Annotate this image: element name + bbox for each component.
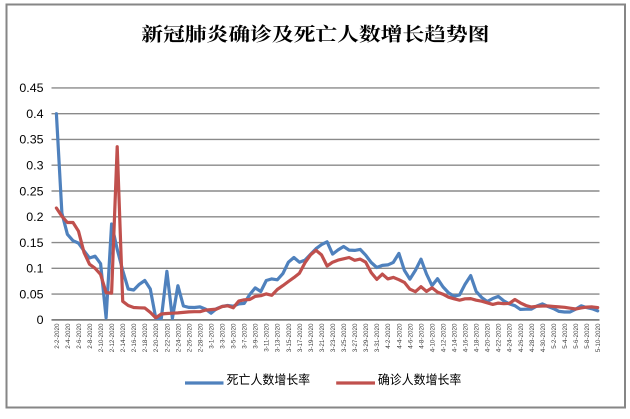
svg-text:2-20-2020: 2-20-2020 — [153, 323, 160, 352]
svg-text:3-1-2020: 3-1-2020 — [209, 323, 216, 349]
svg-text:5-6-2020: 5-6-2020 — [573, 323, 580, 349]
svg-text:4-6-2020: 4-6-2020 — [407, 323, 414, 349]
svg-text:4-16-2020: 4-16-2020 — [463, 323, 470, 352]
svg-text:3-11-2020: 3-11-2020 — [264, 323, 271, 352]
svg-text:2-24-2020: 2-24-2020 — [175, 323, 182, 352]
svg-text:5-8-2020: 5-8-2020 — [584, 323, 591, 349]
svg-text:3-3-2020: 3-3-2020 — [220, 323, 227, 349]
svg-text:2-28-2020: 2-28-2020 — [197, 323, 204, 352]
svg-text:3-31-2020: 3-31-2020 — [374, 323, 381, 352]
svg-text:0.05: 0.05 — [19, 287, 43, 301]
svg-text:4-4-2020: 4-4-2020 — [396, 323, 403, 349]
svg-text:4-28-2020: 4-28-2020 — [529, 323, 536, 352]
svg-text:0.45: 0.45 — [19, 81, 43, 95]
svg-text:2-14-2020: 2-14-2020 — [120, 323, 127, 352]
svg-text:4-12-2020: 4-12-2020 — [440, 323, 447, 352]
svg-text:4-26-2020: 4-26-2020 — [518, 323, 525, 352]
svg-text:4-22-2020: 4-22-2020 — [496, 323, 503, 352]
svg-text:3-21-2020: 3-21-2020 — [319, 323, 326, 352]
svg-text:2-12-2020: 2-12-2020 — [109, 323, 116, 352]
svg-text:0: 0 — [37, 313, 44, 327]
svg-text:4-8-2020: 4-8-2020 — [418, 323, 425, 349]
svg-text:2-22-2020: 2-22-2020 — [164, 323, 171, 352]
svg-text:3-13-2020: 3-13-2020 — [275, 323, 282, 352]
svg-text:2-8-2020: 2-8-2020 — [87, 323, 94, 349]
svg-text:5-4-2020: 5-4-2020 — [562, 323, 569, 349]
svg-text:3-25-2020: 3-25-2020 — [341, 323, 348, 352]
svg-text:3-23-2020: 3-23-2020 — [330, 323, 337, 352]
svg-text:3-5-2020: 3-5-2020 — [231, 323, 238, 349]
svg-text:5-2-2020: 5-2-2020 — [551, 323, 558, 349]
svg-text:2-18-2020: 2-18-2020 — [142, 323, 149, 352]
svg-text:2-2-2020: 2-2-2020 — [54, 323, 61, 349]
svg-text:3-17-2020: 3-17-2020 — [297, 323, 304, 352]
svg-text:2-4-2020: 2-4-2020 — [65, 323, 72, 349]
svg-text:2-26-2020: 2-26-2020 — [186, 323, 193, 352]
svg-text:3-9-2020: 3-9-2020 — [253, 323, 260, 349]
svg-text:4-10-2020: 4-10-2020 — [429, 323, 436, 352]
svg-text:3-27-2020: 3-27-2020 — [352, 323, 359, 352]
svg-text:0.35: 0.35 — [19, 133, 43, 147]
svg-text:0.2: 0.2 — [26, 210, 43, 224]
svg-text:3-19-2020: 3-19-2020 — [308, 323, 315, 352]
svg-text:3-29-2020: 3-29-2020 — [363, 323, 370, 352]
svg-text:4-14-2020: 4-14-2020 — [452, 323, 459, 352]
svg-text:5-10-2020: 5-10-2020 — [595, 323, 602, 352]
svg-text:0.3: 0.3 — [26, 159, 43, 173]
svg-text:0.15: 0.15 — [19, 236, 43, 250]
svg-text:4-18-2020: 4-18-2020 — [474, 323, 481, 352]
svg-text:0.1: 0.1 — [26, 262, 43, 276]
svg-text:4-24-2020: 4-24-2020 — [507, 323, 514, 352]
svg-text:2-6-2020: 2-6-2020 — [76, 323, 83, 349]
svg-text:2-16-2020: 2-16-2020 — [131, 323, 138, 352]
svg-text:0.25: 0.25 — [19, 184, 43, 198]
svg-text:4-2-2020: 4-2-2020 — [385, 323, 392, 349]
svg-text:3-15-2020: 3-15-2020 — [286, 323, 293, 352]
svg-text:2-10-2020: 2-10-2020 — [98, 323, 105, 352]
svg-text:0.4: 0.4 — [26, 107, 43, 121]
svg-text:4-30-2020: 4-30-2020 — [540, 323, 547, 352]
svg-text:4-20-2020: 4-20-2020 — [485, 323, 492, 352]
svg-text:3-7-2020: 3-7-2020 — [242, 323, 249, 349]
